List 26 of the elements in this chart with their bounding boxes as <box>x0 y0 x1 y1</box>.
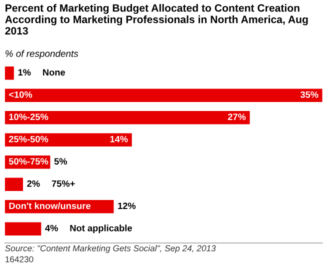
y-tick-label: 25%-50% <box>8 136 48 142</box>
chart-subtitle: % of respondents <box>6 50 78 59</box>
y-tick-label: 10%-25% <box>9 114 48 120</box>
bar <box>4 66 14 80</box>
data-label: 1% <box>18 69 31 76</box>
bar <box>4 178 24 192</box>
y-tick-label: Don't know/unsure <box>9 202 90 210</box>
data-label: 27% <box>228 114 246 120</box>
bar <box>4 88 322 102</box>
data-label: 2% <box>27 180 40 187</box>
data-label: 4% <box>45 224 58 232</box>
y-tick-label: <10% <box>9 91 32 98</box>
y-tick-label: Not applicable <box>70 224 132 234</box>
y-tick-label: 50%-75% <box>8 158 48 165</box>
source-note: Source: "Content Marketing Gets Social", Sep 24, 2013 <box>5 245 216 254</box>
bar <box>4 133 132 147</box>
bar <box>4 110 250 124</box>
chart-title: Percent of Marketing Budget Allocated to Content Creation According to Marketing Professionals in North America, Aug 2013 <box>5 4 308 35</box>
data-label: 14% <box>110 136 128 142</box>
data-label: 12% <box>118 202 136 210</box>
y-tick-label: None <box>43 69 66 76</box>
data-label: 5% <box>54 158 68 165</box>
text: 164230 <box>6 256 34 262</box>
data-label: 35% <box>300 91 318 98</box>
bar <box>4 222 42 236</box>
y-tick-label: 75%+ <box>52 180 75 187</box>
